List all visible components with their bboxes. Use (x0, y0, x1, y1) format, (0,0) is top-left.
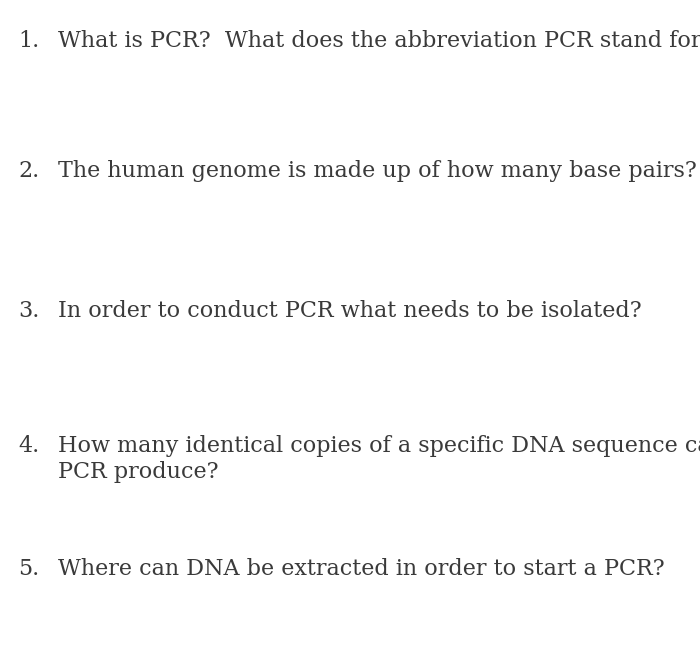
Text: 3.: 3. (18, 300, 39, 322)
Text: How many identical copies of a specific DNA sequence can: How many identical copies of a specific … (58, 435, 700, 457)
Text: 4.: 4. (18, 435, 39, 457)
Text: What is PCR?  What does the abbreviation PCR stand for?: What is PCR? What does the abbreviation … (58, 30, 700, 52)
Text: PCR produce?: PCR produce? (58, 461, 218, 483)
Text: Where can DNA be extracted in order to start a PCR?: Where can DNA be extracted in order to s… (58, 558, 664, 580)
Text: 5.: 5. (18, 558, 39, 580)
Text: In order to conduct PCR what needs to be isolated?: In order to conduct PCR what needs to be… (58, 300, 642, 322)
Text: 1.: 1. (18, 30, 39, 52)
Text: The human genome is made up of how many base pairs?: The human genome is made up of how many … (58, 160, 696, 182)
Text: 2.: 2. (18, 160, 39, 182)
